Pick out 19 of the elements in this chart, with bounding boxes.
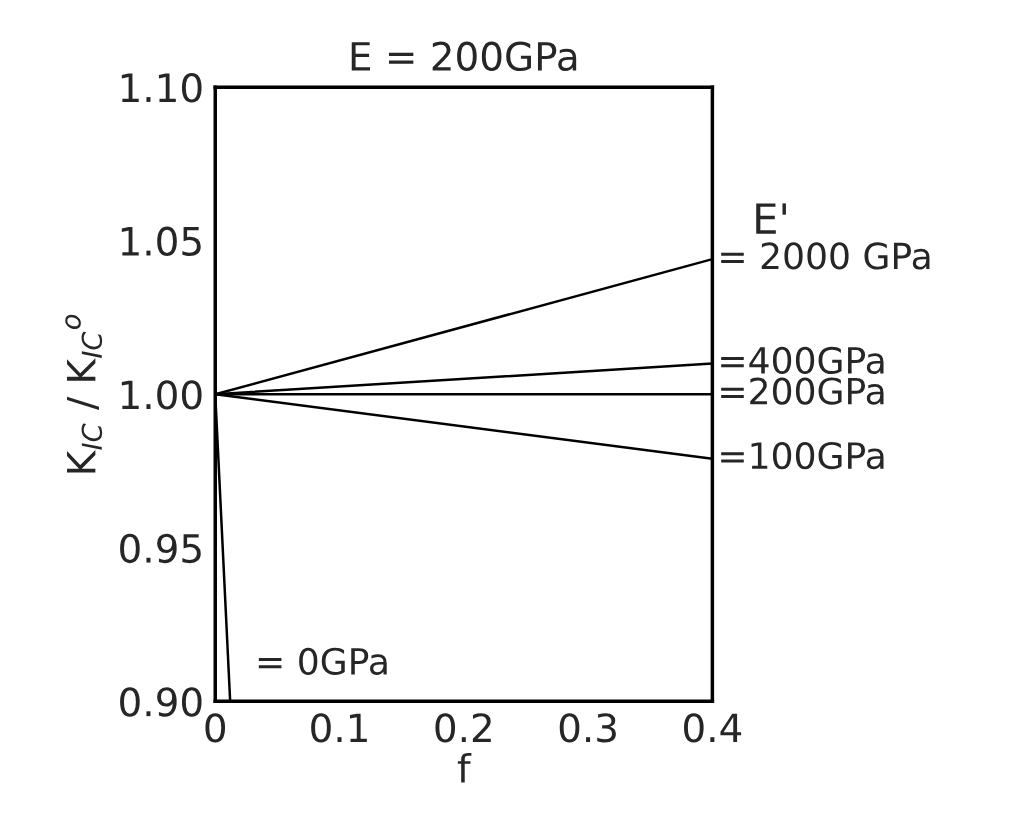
series-label: =200GPa bbox=[721, 377, 884, 405]
series-label: =400GPa bbox=[721, 346, 884, 375]
y-tick-label: 1.10 bbox=[121, 73, 202, 103]
y-tick-label: 0.95 bbox=[120, 533, 201, 564]
x-tick-label: 0 bbox=[205, 713, 226, 743]
x-tick-label: 0.2 bbox=[435, 713, 491, 743]
chart-title: E = 200GPa bbox=[351, 41, 577, 72]
x-tick-label: 0.3 bbox=[559, 713, 616, 743]
series-label: =100GPa bbox=[721, 441, 884, 470]
x-axis-title: f bbox=[457, 752, 472, 783]
x-tick-label: 0.4 bbox=[684, 713, 742, 743]
series-label: = 2000 GPa bbox=[721, 242, 930, 270]
text: E' bbox=[756, 203, 786, 234]
y-tick-label: 0.90 bbox=[120, 687, 202, 717]
y-tick-label: 1.00 bbox=[121, 380, 202, 410]
x-tick-label: 0.1 bbox=[311, 713, 367, 743]
y-tick-label: 1.05 bbox=[121, 226, 201, 257]
series-label: = 0GPa bbox=[258, 647, 387, 675]
y-axis-title: K$_{IC}$ / K$_{IC}$$^{o}$ bbox=[65, 314, 103, 473]
